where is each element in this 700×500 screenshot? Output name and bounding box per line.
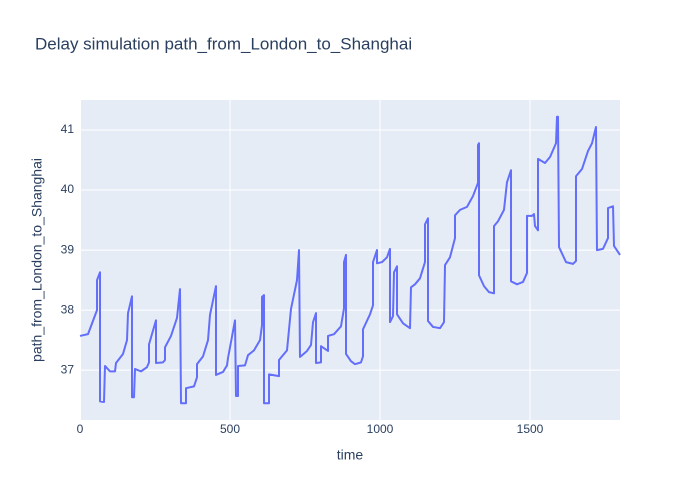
x-tick-label: 500	[220, 422, 240, 436]
x-tick-label: 1000	[367, 422, 394, 436]
y-tick-label: 41	[61, 122, 75, 136]
y-tick-label: 38	[61, 302, 75, 316]
line-series	[79, 115, 621, 405]
y-axis-title: path_from_London_to_Shanghai	[29, 158, 45, 362]
x-tick-label: 0	[77, 422, 84, 436]
plot-area	[80, 100, 620, 420]
y-tick-label: 39	[61, 242, 75, 256]
y-tick-label: 37	[61, 362, 75, 376]
chart-title: Delay simulation path_from_London_to_Sha…	[35, 34, 412, 53]
y-tick-label: 40	[61, 182, 75, 196]
grid	[79, 100, 620, 420]
x-axis-title: time	[337, 447, 364, 463]
x-tick-label: 1500	[517, 422, 544, 436]
marks	[79, 115, 621, 405]
